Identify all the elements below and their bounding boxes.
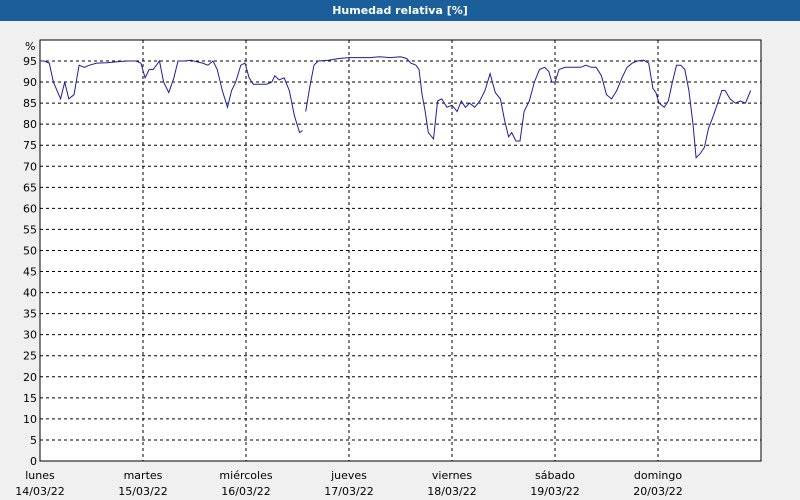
chart-title: Humedad relativa [%] — [332, 4, 468, 17]
y-axis: % 0 5 10 15 20 25 30 35 40 45 50 55 60 65 70 75 80 85 90 95 — [23, 40, 37, 468]
y-tick-label: 75 — [23, 139, 37, 152]
y-tick-label: 50 — [23, 244, 37, 257]
grid-lines — [40, 40, 761, 461]
humidity-series-line — [305, 56, 752, 159]
x-axis: lunes 14/03/22 martes 15/03/22 miércoles 16/0… — [15, 469, 682, 498]
y-tick-label: 5 — [30, 434, 37, 447]
x-tick-date-label: 17/03/22 — [324, 485, 373, 498]
series-group — [40, 56, 752, 159]
x-tick-day-label: martes — [124, 469, 163, 482]
x-tick-day-label: miércoles — [219, 469, 272, 482]
x-tick-day-label: domingo — [634, 469, 682, 482]
humidity-line-chart: % 0 5 10 15 20 25 30 35 40 45 50 55 60 65 70 75 80 85 90 95… — [15, 39, 762, 498]
y-tick-label: 85 — [23, 97, 37, 110]
x-tick-date-label: 16/03/22 — [221, 485, 270, 498]
y-tick-label: 80 — [23, 118, 37, 131]
x-tick-day-label: jueves — [330, 469, 367, 482]
y-tick-label: 0 — [30, 455, 37, 468]
y-tick-label: 70 — [23, 160, 37, 173]
x-tick-day-label: lunes — [25, 469, 55, 482]
y-tick-label: 45 — [23, 266, 37, 279]
x-tick-date-label: 15/03/22 — [118, 485, 167, 498]
y-tick-label: 40 — [23, 287, 37, 300]
x-tick-day-label: viernes — [432, 469, 472, 482]
y-tick-label: 55 — [23, 223, 37, 236]
y-tick-label: 95 — [23, 55, 37, 68]
y-tick-label: 30 — [23, 329, 37, 342]
y-tick-label: 90 — [23, 76, 37, 89]
y-tick-label: 60 — [23, 202, 37, 215]
x-tick-day-label: sábado — [535, 469, 575, 482]
x-tick-date-label: 14/03/22 — [15, 485, 64, 498]
x-tick-date-label: 18/03/22 — [427, 485, 476, 498]
y-axis-unit: % — [25, 40, 35, 53]
x-tick-date-label: 20/03/22 — [633, 485, 682, 498]
y-tick-label: 35 — [23, 308, 37, 321]
y-tick-label: 25 — [23, 350, 37, 363]
y-tick-label: 10 — [23, 413, 37, 426]
y-tick-label: 20 — [23, 371, 37, 384]
y-tick-label: 65 — [23, 181, 37, 194]
chart-title-bar: Humedad relativa [%] — [0, 0, 800, 21]
x-tick-date-label: 19/03/22 — [530, 485, 579, 498]
humidity-series-line — [40, 59, 303, 134]
y-tick-label: 15 — [23, 392, 37, 405]
